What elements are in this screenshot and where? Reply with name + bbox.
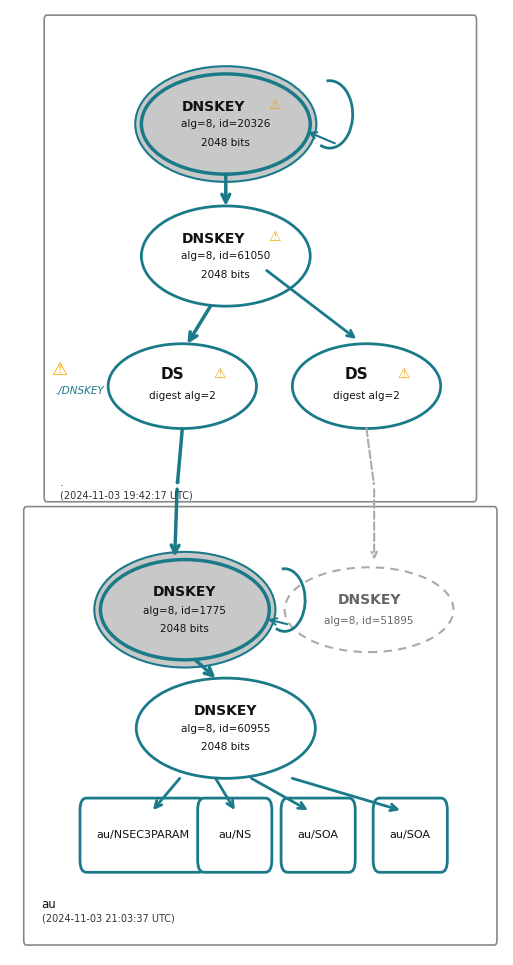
Ellipse shape xyxy=(142,206,310,306)
Text: DNSKEY: DNSKEY xyxy=(181,99,245,114)
Text: ⚠: ⚠ xyxy=(397,367,409,380)
Text: alg=8, id=51895: alg=8, id=51895 xyxy=(324,617,414,626)
Text: (2024-11-03 19:42:17 UTC): (2024-11-03 19:42:17 UTC) xyxy=(60,490,192,500)
Text: alg=8, id=1775: alg=8, id=1775 xyxy=(144,606,226,616)
Text: au/NS: au/NS xyxy=(218,830,251,841)
Ellipse shape xyxy=(94,552,275,668)
Text: DS: DS xyxy=(344,367,368,382)
Ellipse shape xyxy=(101,560,269,660)
Text: .: . xyxy=(60,478,63,487)
Text: DS: DS xyxy=(160,367,184,382)
Text: 2048 bits: 2048 bits xyxy=(202,138,250,149)
Ellipse shape xyxy=(285,567,453,652)
Text: 2048 bits: 2048 bits xyxy=(202,742,250,753)
Text: alg=8, id=61050: alg=8, id=61050 xyxy=(181,251,270,262)
Text: ⚠: ⚠ xyxy=(268,230,281,244)
Text: DNSKEY: DNSKEY xyxy=(181,232,245,246)
Text: DNSKEY: DNSKEY xyxy=(153,586,216,599)
Text: au/SOA: au/SOA xyxy=(390,830,431,841)
Text: ⚠: ⚠ xyxy=(268,97,281,112)
Text: au/NSEC3PARAM: au/NSEC3PARAM xyxy=(96,830,189,841)
Text: au/SOA: au/SOA xyxy=(298,830,339,841)
FancyBboxPatch shape xyxy=(198,798,272,872)
Text: (2024-11-03 21:03:37 UTC): (2024-11-03 21:03:37 UTC) xyxy=(42,913,174,924)
FancyBboxPatch shape xyxy=(24,507,497,945)
Text: digest alg=2: digest alg=2 xyxy=(149,391,216,400)
FancyBboxPatch shape xyxy=(281,798,355,872)
Ellipse shape xyxy=(142,74,310,174)
Text: DNSKEY: DNSKEY xyxy=(338,593,401,607)
Text: digest alg=2: digest alg=2 xyxy=(333,391,400,400)
Text: alg=8, id=20326: alg=8, id=20326 xyxy=(181,119,270,129)
Ellipse shape xyxy=(292,344,441,428)
Text: 2048 bits: 2048 bits xyxy=(202,270,250,280)
Text: alg=8, id=60955: alg=8, id=60955 xyxy=(181,724,270,734)
Ellipse shape xyxy=(135,67,317,181)
Text: 2048 bits: 2048 bits xyxy=(161,624,209,634)
Ellipse shape xyxy=(136,678,315,779)
Text: au: au xyxy=(42,898,56,911)
FancyBboxPatch shape xyxy=(373,798,447,872)
Text: ⚠: ⚠ xyxy=(213,367,225,380)
Ellipse shape xyxy=(108,344,256,428)
Text: ⚠: ⚠ xyxy=(51,361,68,378)
Text: ./DNSKEY: ./DNSKEY xyxy=(55,386,104,396)
Text: DNSKEY: DNSKEY xyxy=(194,703,258,718)
FancyBboxPatch shape xyxy=(80,798,205,872)
FancyBboxPatch shape xyxy=(44,15,477,502)
